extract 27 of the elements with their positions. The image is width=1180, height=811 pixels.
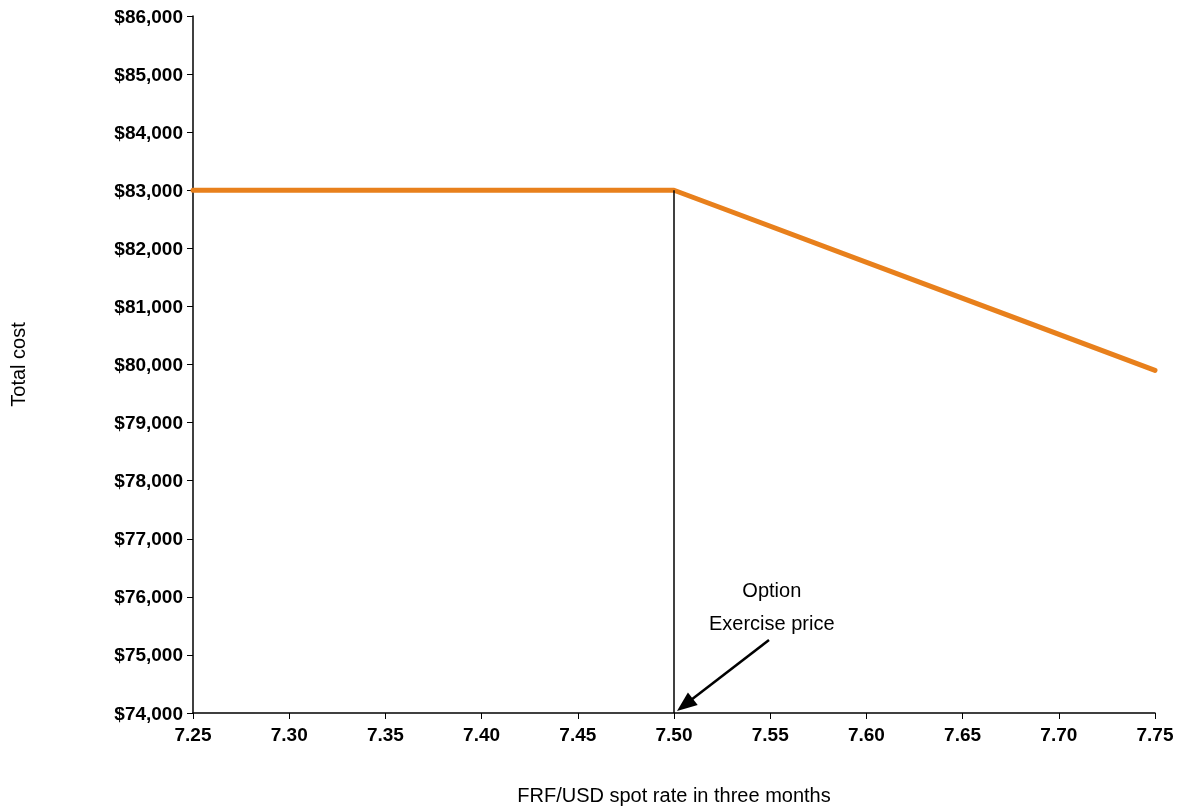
y-tick-label: $85,000 [114,63,183,85]
y-axis-title: Total cost [7,321,29,407]
x-tick-label: 7.30 [270,724,308,745]
y-tick-label: $81,000 [114,295,183,317]
x-tick-label: 7.35 [366,724,405,745]
y-tick-label: $79,000 [114,412,183,434]
x-tick-label: 7.75 [1136,724,1174,745]
x-tick-label: 7.25 [174,724,212,745]
y-tick-label: $84,000 [114,121,183,143]
y-tick-label: $77,000 [114,528,183,550]
y-tick-label: $86,000 [114,5,183,27]
y-tick-label: $83,000 [114,179,183,201]
y-tick-label: $78,000 [114,470,183,492]
y-tick-label: $74,000 [114,702,183,724]
y-tick-label: $80,000 [114,354,183,375]
y-tick-label: $75,000 [114,644,183,666]
x-tick-label: 7.70 [1040,724,1078,745]
x-tick-label: 7.40 [463,724,501,745]
y-tick-label: $76,000 [114,586,183,608]
x-axis-title: FRF/USD spot rate in three months [517,784,831,806]
x-tick-label: 7.50 [655,724,693,745]
x-tick-label: 7.60 [847,724,885,745]
x-tick-label: 7.65 [944,724,982,745]
x-tick-label: 7.45 [559,724,597,745]
y-tick-label: $82,000 [114,237,183,259]
ref-line-label: Option Exercise price [708,578,835,634]
x-tick-label: 7.55 [751,724,790,745]
